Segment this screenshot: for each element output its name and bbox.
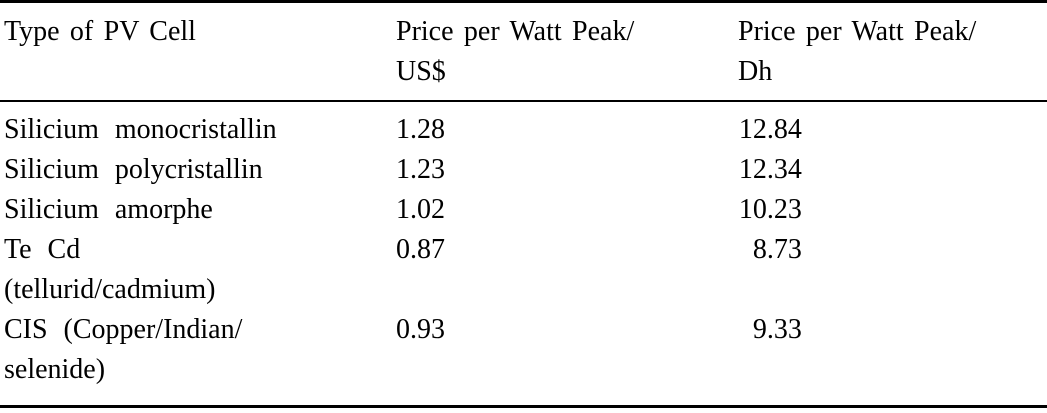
table-row: Silicium monocristallin 1.28 12.84	[0, 101, 1047, 150]
cell-price-dh: 10.23	[738, 190, 1047, 230]
cell-type: Te Cd (tellurid/cadmium)	[4, 234, 216, 305]
cell-price-dh: 12.34	[738, 150, 1047, 190]
price-dh-value: 10.23	[738, 194, 802, 225]
cell-price-usd: 1.02	[396, 194, 445, 225]
column-header-price-usd: Price per Watt Peak/ US$	[396, 1, 738, 102]
price-dh-value: 12.84	[738, 114, 802, 145]
cell-type: Silicium polycristallin	[4, 154, 263, 185]
table-row: Silicium polycristallin 1.23 12.34	[0, 150, 1047, 190]
column-header-type: Type of PV Cell	[0, 1, 396, 102]
cell-price-usd: 1.28	[396, 114, 445, 145]
cell-price-usd: 0.87	[396, 234, 445, 265]
cell-price-dh: 9.33	[738, 310, 1047, 407]
cell-price-dh: 12.84	[738, 101, 1047, 150]
cell-type: CIS (Copper/Indian/ selenide)	[4, 314, 243, 385]
table-row: Te Cd (tellurid/cadmium) 0.87 8.73	[0, 230, 1047, 310]
cell-type: Silicium amorphe	[4, 194, 213, 225]
cell-price-usd: 1.23	[396, 154, 445, 185]
table-row: CIS (Copper/Indian/ selenide) 0.93 9.33	[0, 310, 1047, 407]
cell-price-usd: 0.93	[396, 314, 445, 345]
cell-price-dh: 8.73	[738, 230, 1047, 310]
price-dh-value: 9.33	[752, 314, 802, 345]
header-row: Type of PV Cell Price per Watt Peak/ US$…	[0, 1, 1047, 102]
column-header-price-dh: Price per Watt Peak/ Dh	[738, 1, 1047, 102]
price-dh-value: 8.73	[752, 234, 802, 265]
table-row: Silicium amorphe 1.02 10.23	[0, 190, 1047, 230]
price-dh-value: 12.34	[738, 154, 802, 185]
cell-type: Silicium monocristallin	[4, 114, 277, 145]
